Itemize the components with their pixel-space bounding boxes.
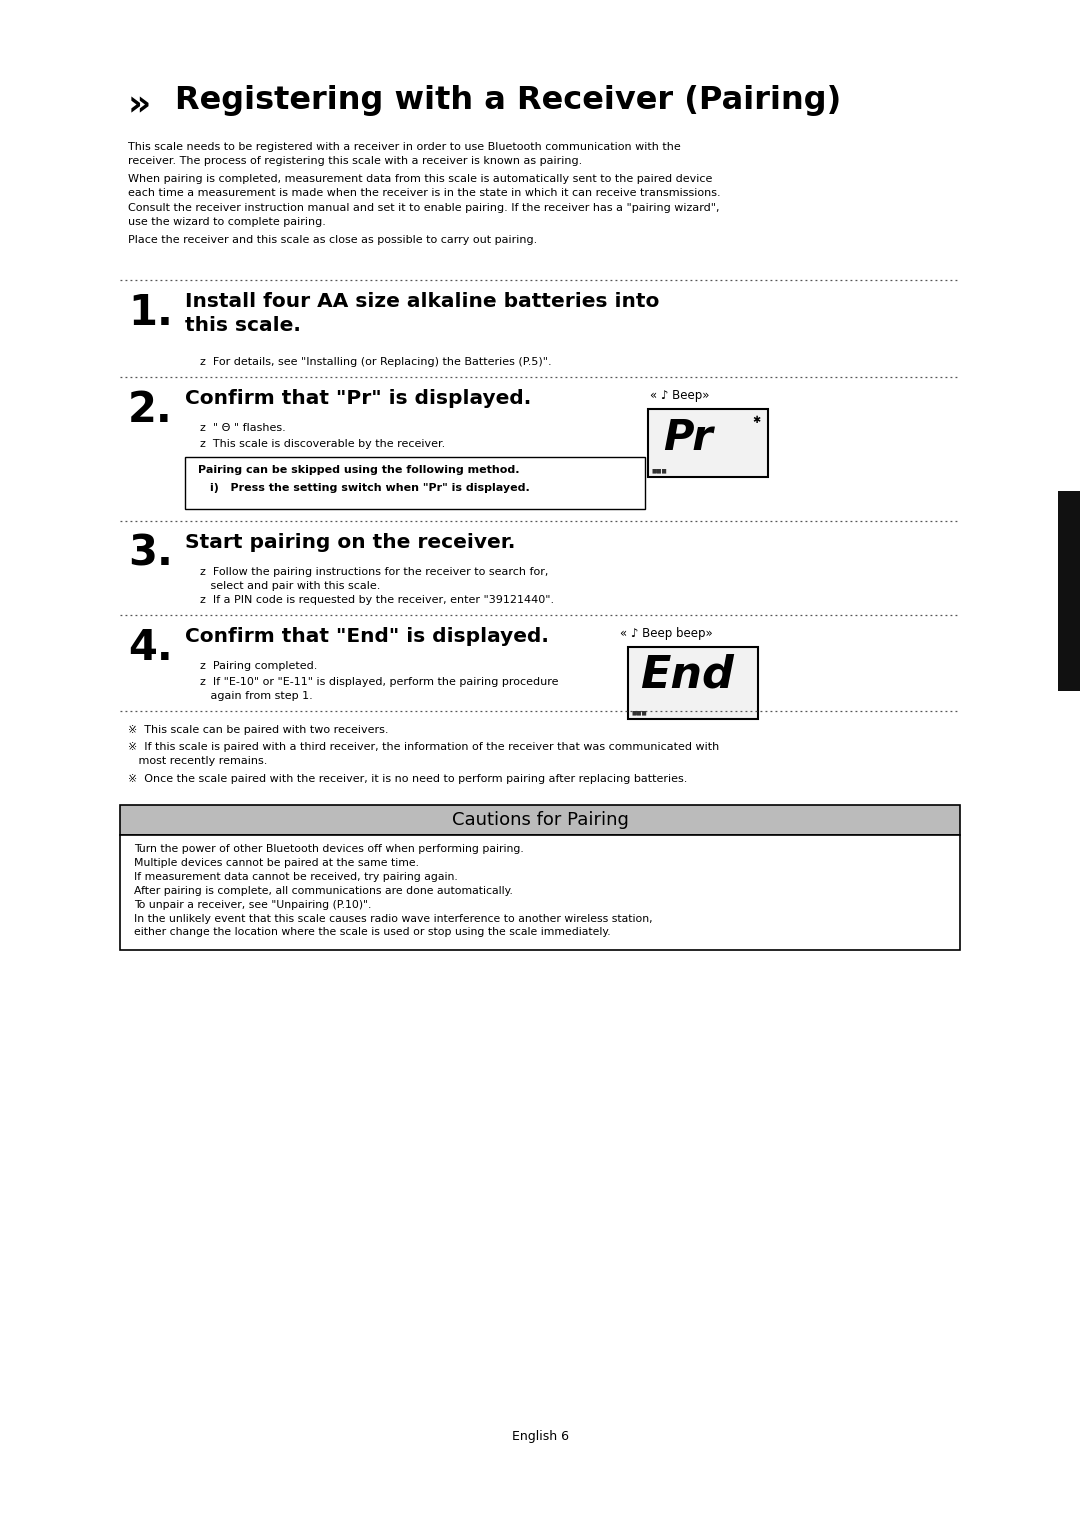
Text: Confirm that "End" is displayed.: Confirm that "End" is displayed.	[185, 628, 549, 646]
Text: Install four AA size alkaline batteries into
this scale.: Install four AA size alkaline batteries …	[185, 292, 660, 336]
Text: Pairing can be skipped using the following method.: Pairing can be skipped using the followi…	[198, 466, 519, 475]
Text: Place the receiver and this scale as close as possible to carry out pairing.: Place the receiver and this scale as clo…	[129, 235, 537, 244]
Text: ■■■: ■■■	[652, 467, 667, 473]
Text: Cautions for Pairing: Cautions for Pairing	[451, 811, 629, 829]
Text: z  Follow the pairing instructions for the receiver to search for,
   select and: z Follow the pairing instructions for th…	[200, 567, 549, 591]
Text: When pairing is completed, measurement data from this scale is automatically sen: When pairing is completed, measurement d…	[129, 174, 720, 228]
Text: z  " Θ " flashes.: z " Θ " flashes.	[200, 423, 286, 434]
Text: Turn the power of other Bluetooth devices off when performing pairing.: Turn the power of other Bluetooth device…	[134, 844, 524, 854]
Text: Registering with a Receiver (Pairing): Registering with a Receiver (Pairing)	[175, 86, 841, 116]
Text: « ♪ Beep beep»: « ♪ Beep beep»	[620, 628, 713, 640]
Text: Start pairing on the receiver.: Start pairing on the receiver.	[185, 533, 515, 551]
Text: 3.: 3.	[129, 533, 173, 576]
Text: z  If "E-10" or "E-11" is displayed, perform the pairing procedure
   again from: z If "E-10" or "E-11" is displayed, perf…	[200, 676, 558, 701]
Text: If measurement data cannot be received, try pairing again.: If measurement data cannot be received, …	[134, 872, 458, 883]
Text: ※  If this scale is paired with a third receiver, the information of the receive: ※ If this scale is paired with a third r…	[129, 742, 719, 767]
Text: This scale needs to be registered with a receiver in order to use Bluetooth comm: This scale needs to be registered with a…	[129, 142, 680, 166]
Bar	[120, 835, 960, 950]
Text: English 6: English 6	[512, 1429, 568, 1443]
Bar	[648, 409, 768, 476]
Text: 1.: 1.	[129, 292, 173, 334]
Text: « ♪ Beep»: « ♪ Beep»	[650, 389, 710, 402]
Bar	[185, 457, 645, 508]
Text: z  If a PIN code is requested by the receiver, enter "39121440".: z If a PIN code is requested by the rece…	[200, 596, 554, 605]
Text: Pr: Pr	[663, 417, 713, 460]
Text: Multiple devices cannot be paired at the same time.: Multiple devices cannot be paired at the…	[134, 858, 419, 867]
Text: ※  This scale can be paired with two receivers.: ※ This scale can be paired with two rece…	[129, 725, 389, 734]
Text: z  Pairing completed.: z Pairing completed.	[200, 661, 318, 670]
Text: ※  Once the scale paired with the receiver, it is no need to perform pairing aft: ※ Once the scale paired with the receive…	[129, 774, 687, 783]
Text: Confirm that "Pr" is displayed.: Confirm that "Pr" is displayed.	[185, 389, 531, 408]
Text: In the unlikely event that this scale causes radio wave interference to another : In the unlikely event that this scale ca…	[134, 915, 652, 938]
Text: z  For details, see "Installing (or Replacing) the Batteries (P.5)".: z For details, see "Installing (or Repla…	[200, 357, 552, 366]
Text: After pairing is complete, all communications are done automatically.: After pairing is complete, all communica…	[134, 886, 513, 896]
Text: z  This scale is discoverable by the receiver.: z This scale is discoverable by the rece…	[200, 438, 445, 449]
Text: 4.: 4.	[129, 628, 173, 669]
Text: To unpair a receiver, see "Unpairing (P.10)".: To unpair a receiver, see "Unpairing (P.…	[134, 899, 372, 910]
Bar	[627, 647, 758, 719]
Text: ✱: ✱	[752, 415, 760, 425]
Text: »: »	[129, 89, 151, 122]
Bar	[1058, 492, 1080, 692]
Text: i)   Press the setting switch when "Pr" is displayed.: i) Press the setting switch when "Pr" is…	[210, 483, 530, 493]
Text: End: End	[640, 654, 734, 696]
Text: ■■■: ■■■	[632, 710, 648, 715]
Text: 2.: 2.	[129, 389, 173, 431]
Bar	[120, 805, 960, 835]
